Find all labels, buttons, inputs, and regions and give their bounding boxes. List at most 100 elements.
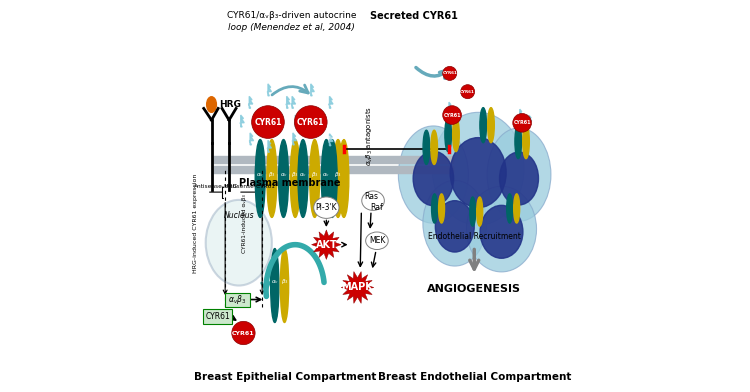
Ellipse shape [339,140,349,218]
Ellipse shape [435,201,474,252]
Text: CYR61/αᵥβ₃-driven autocrine: CYR61/αᵥβ₃-driven autocrine [226,11,356,20]
Circle shape [251,106,284,138]
Text: Ras: Ras [364,192,378,201]
Circle shape [442,106,461,124]
Polygon shape [448,102,452,111]
Ellipse shape [487,128,551,221]
Text: CYR61: CYR61 [254,118,282,127]
Ellipse shape [514,194,520,223]
FancyBboxPatch shape [203,309,232,324]
Ellipse shape [470,197,476,226]
Text: CYR61: CYR61 [297,118,325,127]
Ellipse shape [450,138,506,208]
Ellipse shape [206,200,272,285]
Ellipse shape [523,124,530,159]
Ellipse shape [515,124,521,159]
Ellipse shape [453,117,459,152]
Ellipse shape [500,152,538,205]
Text: $\beta_3$: $\beta_3$ [340,133,349,142]
FancyBboxPatch shape [211,156,453,163]
Text: CYR61: CYR61 [460,90,475,94]
Polygon shape [328,96,333,108]
Text: CYR61: CYR61 [442,71,458,75]
Text: HRG-induced CYR61 expression: HRG-induced CYR61 expression [193,174,198,273]
Polygon shape [286,96,290,108]
Ellipse shape [477,197,483,226]
Ellipse shape [267,140,277,218]
Polygon shape [519,109,522,118]
Ellipse shape [413,151,454,206]
Text: $\alpha_v$: $\alpha_v$ [256,171,264,178]
Ellipse shape [423,130,430,165]
Polygon shape [249,133,254,145]
Text: CYR61-induced αᵥβ₃: CYR61-induced αᵥβ₃ [242,194,247,253]
Polygon shape [240,115,244,127]
Text: Endothelial Recruitment: Endothelial Recruitment [427,232,520,241]
Ellipse shape [480,205,523,258]
Text: $\alpha_v$: $\alpha_v$ [299,171,307,178]
Text: Raf: Raf [370,203,383,212]
Ellipse shape [366,232,388,250]
Polygon shape [529,115,532,124]
Ellipse shape [445,117,452,152]
Ellipse shape [298,140,308,218]
Text: CYR61: CYR61 [443,113,460,118]
Ellipse shape [290,140,300,218]
FancyBboxPatch shape [211,166,453,172]
Text: $\beta_3$: $\beta_3$ [292,170,299,179]
Ellipse shape [278,140,289,218]
FancyBboxPatch shape [225,292,250,307]
Polygon shape [311,230,341,260]
Ellipse shape [327,140,338,218]
Ellipse shape [480,108,487,143]
Text: $\alpha_v$: $\alpha_v$ [271,278,279,286]
Ellipse shape [432,113,524,225]
Text: $\alpha_v$: $\alpha_v$ [280,171,287,178]
Text: PI-3'K: PI-3'K [316,203,338,212]
Circle shape [232,321,255,345]
Text: $\beta_3$: $\beta_3$ [334,170,342,179]
Polygon shape [310,84,314,96]
Text: $\alpha_v\beta_3$ antagonists: $\alpha_v\beta_3$ antagonists [364,105,375,166]
Text: Antisense-HRG: Antisense-HRG [194,184,238,189]
Polygon shape [267,140,272,152]
Polygon shape [248,96,253,108]
Ellipse shape [466,186,536,272]
Ellipse shape [255,140,266,218]
Text: Breast Epithelial Compartment: Breast Epithelial Compartment [194,372,376,382]
Polygon shape [267,84,272,96]
Circle shape [513,114,532,132]
Ellipse shape [362,191,384,211]
Text: Breast Endothelial Compartment: Breast Endothelial Compartment [377,372,571,382]
Text: Plasma membrane: Plasma membrane [238,178,340,188]
Circle shape [460,85,475,99]
Polygon shape [291,96,296,108]
Polygon shape [341,272,374,303]
Ellipse shape [507,194,513,223]
Polygon shape [292,133,296,145]
Ellipse shape [280,249,289,323]
Circle shape [295,106,327,138]
Text: $\beta_3$: $\beta_3$ [310,170,319,179]
Text: HRG: HRG [219,100,242,109]
Ellipse shape [310,140,320,218]
Ellipse shape [314,197,339,218]
Polygon shape [328,134,333,146]
Text: $\beta_3$: $\beta_3$ [280,277,288,286]
Text: CYR61: CYR61 [514,120,531,125]
Text: $\alpha_v$: $\alpha_v$ [322,171,330,178]
Text: CYR61: CYR61 [206,312,230,321]
Text: ANGIOGENESIS: ANGIOGENESIS [427,284,521,294]
Ellipse shape [398,126,469,223]
Ellipse shape [488,108,494,143]
Text: $\alpha_v$: $\alpha_v$ [326,134,334,142]
Text: AKT: AKT [316,240,338,250]
Text: Antisense-CYR61: Antisense-CYR61 [226,184,275,189]
Text: $\alpha_v\beta_3$: $\alpha_v\beta_3$ [229,293,247,306]
Text: MAPK: MAPK [341,283,374,292]
Ellipse shape [322,140,332,218]
Text: loop (Menendez et al, 2004): loop (Menendez et al, 2004) [228,23,355,32]
Text: CYR61: CYR61 [232,330,255,336]
Ellipse shape [430,130,437,165]
Ellipse shape [333,140,343,218]
